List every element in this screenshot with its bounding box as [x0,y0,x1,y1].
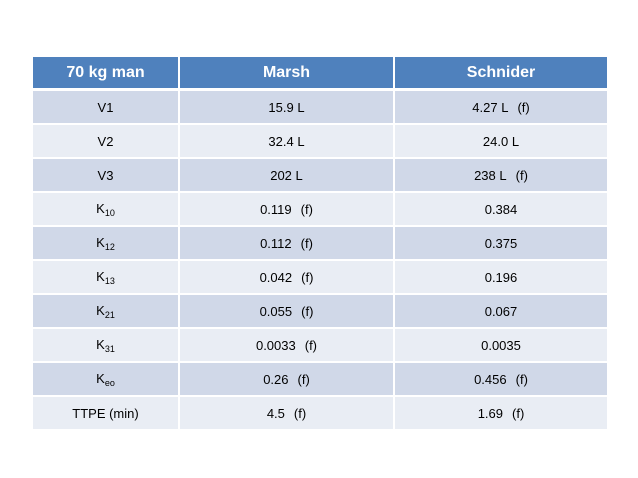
marsh-value: 15.9 L [268,99,305,115]
schnider-cell: 0.0035 [394,328,607,363]
param-label: K [96,200,105,216]
schnider-value: 0.196 [484,269,518,285]
schnider-value: 0.375 [484,235,518,251]
param-cell: Keo [33,362,180,397]
pk-comparison-table: 70 kg man Marsh Schnider V1 15.9 L 4.27 … [33,57,607,431]
schnider-cell: 0.067 [394,294,607,329]
marsh-value: 0.119 [260,201,292,217]
marsh-flag: (f) [301,303,314,319]
schnider-value: 238 L [474,167,507,183]
table-row: V3 202 L 238 L (f) [33,158,607,193]
marsh-cell: 202 L [179,158,395,193]
marsh-value: 4.5 [266,405,285,421]
param-cell: V2 [33,124,180,159]
schnider-value: 0.456 [474,371,507,387]
param-subscript: 13 [104,275,115,286]
table-row: K10 0.119 (f) 0.384 [33,192,607,227]
schnider-flag: (f) [512,405,525,421]
param-label: K [96,370,105,386]
marsh-flag: (f) [297,371,310,387]
schnider-cell: 4.27 L (f) [394,89,607,125]
marsh-flag: (f) [293,405,307,421]
param-subscript: 12 [104,241,115,252]
table-row: K12 0.112 (f) 0.375 [33,226,607,261]
table-row: K31 0.0033 (f) 0.0035 [33,328,607,363]
table-row: V2 32.4 L 24.0 L [33,124,607,159]
table-row: K21 0.055 (f) 0.067 [33,294,607,329]
table-row: V1 15.9 L 4.27 L (f) [33,89,607,125]
table-row: TTPE (min) 4.5 (f) 1.69 (f) [33,396,607,431]
header-row: 70 kg man Marsh Schnider [33,57,607,91]
param-label: K [96,234,105,250]
schnider-value: 1.69 [477,405,504,421]
param-cell: K12 [33,226,180,261]
schnider-value: 0.067 [484,303,518,319]
marsh-cell: 0.26 (f) [179,362,395,397]
param-cell: V3 [33,158,180,193]
param-cell: K21 [33,294,180,329]
marsh-cell: 0.055 (f) [179,294,395,329]
schnider-flag: (f) [517,99,530,115]
schnider-value: 0.0035 [481,337,521,353]
marsh-value: 202 L [270,167,303,183]
schnider-cell: 0.196 [394,260,607,295]
param-cell: K13 [33,260,180,295]
marsh-value: 0.26 [263,371,289,387]
marsh-flag: (f) [300,235,313,251]
marsh-flag: (f) [304,337,318,353]
schnider-cell: 0.375 [394,226,607,261]
param-label: K [96,336,105,352]
marsh-value: 0.112 [260,235,292,251]
header-schnider: Schnider [394,57,607,91]
schnider-cell: 0.384 [394,192,607,227]
param-label: K [96,302,105,318]
marsh-value: 0.0033 [255,337,296,353]
marsh-cell: 32.4 L [179,124,395,159]
schnider-flag: (f) [515,167,528,183]
table-body: V1 15.9 L 4.27 L (f) V2 32.4 L 24.0 L V3 … [33,89,607,431]
schnider-value: 24.0 L [482,133,520,149]
param-subscript: 31 [104,343,115,354]
marsh-flag: (f) [300,201,313,217]
param-label: V3 [97,167,114,183]
param-label: TTPE (min) [72,405,139,421]
table-row: K13 0.042 (f) 0.196 [33,260,607,295]
schnider-cell: 238 L (f) [394,158,607,193]
schnider-cell: 0.456 (f) [394,362,607,397]
schnider-value: 0.384 [484,201,518,217]
marsh-value: 32.4 L [268,133,305,149]
param-subscript: 10 [104,207,115,218]
param-subscript: 21 [104,309,115,320]
schnider-cell: 24.0 L [394,124,607,159]
param-cell: K31 [33,328,180,363]
param-subscript: eo [104,377,115,388]
header-subject: 70 kg man [33,57,180,91]
param-cell: V1 [33,89,180,125]
param-cell: TTPE (min) [33,396,180,431]
marsh-cell: 4.5 (f) [179,396,395,431]
marsh-cell: 15.9 L [179,89,395,125]
marsh-value: 0.042 [259,269,293,285]
param-cell: K10 [33,192,180,227]
schnider-cell: 1.69 (f) [394,396,607,431]
marsh-value: 0.055 [259,303,293,319]
param-label: V2 [97,133,114,149]
marsh-cell: 0.119 (f) [179,192,395,227]
marsh-cell: 0.112 (f) [179,226,395,261]
schnider-value: 4.27 L [472,99,509,115]
marsh-flag: (f) [301,269,314,285]
marsh-cell: 0.0033 (f) [179,328,395,363]
param-label: V1 [97,99,114,115]
param-label: K [96,268,105,284]
schnider-flag: (f) [515,371,528,387]
marsh-cell: 0.042 (f) [179,260,395,295]
table-row: Keo 0.26 (f) 0.456 (f) [33,362,607,397]
header-marsh: Marsh [179,57,395,91]
